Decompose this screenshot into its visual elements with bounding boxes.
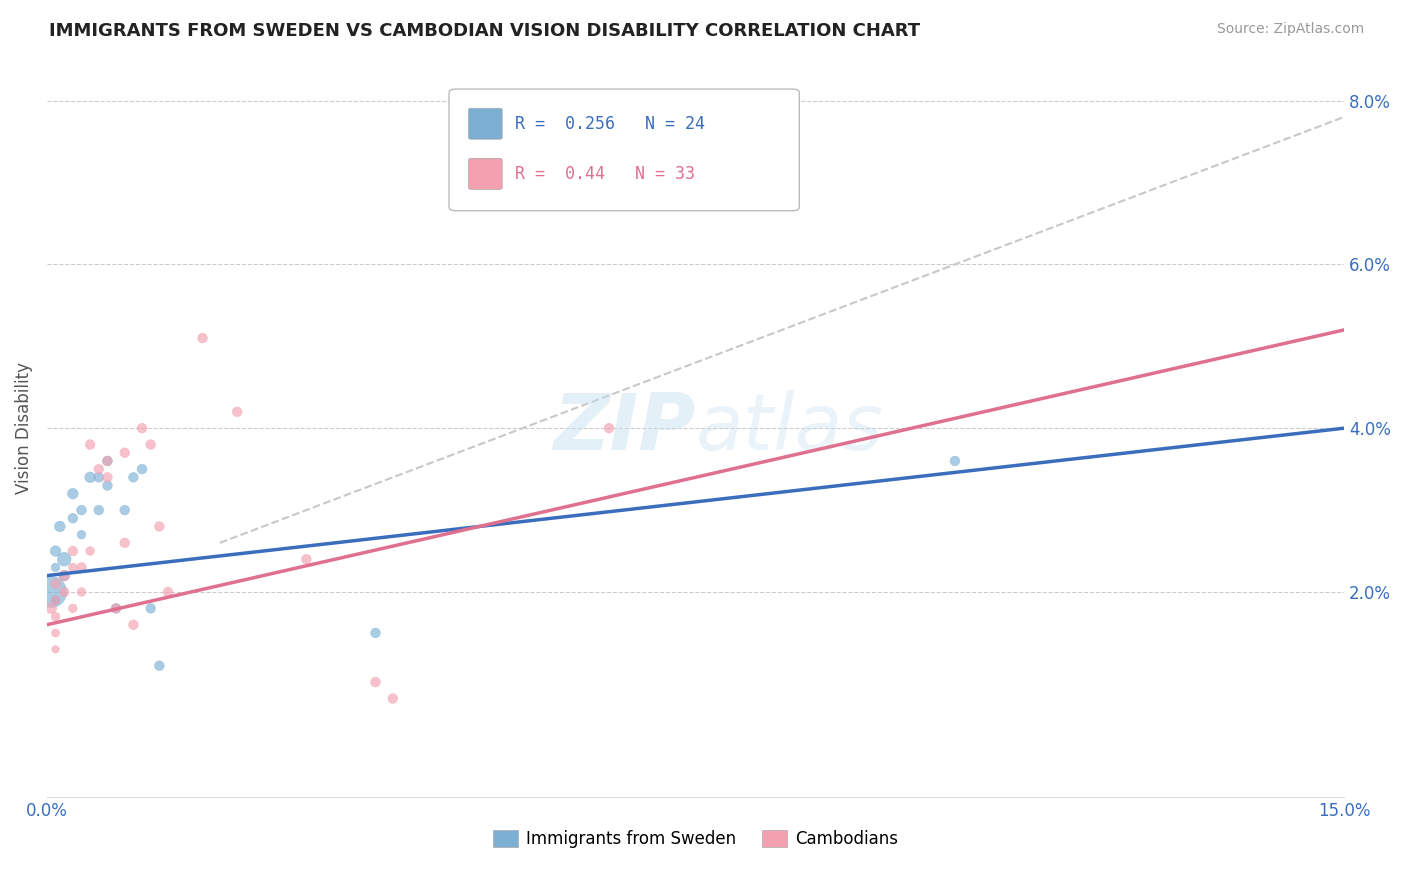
Point [96,454,118,468]
Point [96,454,118,468]
Point [105,601,128,615]
Point [49,519,72,533]
Point [53,585,76,599]
Point [122,470,145,484]
Point [156,585,179,599]
Point [131,462,153,476]
Point [45,593,67,607]
Point [62,560,84,574]
Point [39,601,62,615]
Text: IMMIGRANTS FROM SWEDEN VS CAMBODIAN VISION DISABILITY CORRELATION CHART: IMMIGRANTS FROM SWEDEN VS CAMBODIAN VISI… [49,22,921,40]
Point [191,331,214,345]
Point [53,568,76,582]
Point [364,675,387,690]
Text: R =  0.44   N = 33: R = 0.44 N = 33 [515,165,695,183]
Legend: Immigrants from Sweden, Cambodians: Immigrants from Sweden, Cambodians [486,823,904,855]
Point [131,421,153,435]
Point [45,609,67,624]
Point [139,601,162,615]
Point [148,658,170,673]
Point [87,503,110,517]
Point [598,421,620,435]
Point [122,617,145,632]
Point [148,519,170,533]
Point [96,478,118,492]
Point [685,176,707,190]
Point [79,544,101,558]
FancyBboxPatch shape [468,108,502,139]
Point [139,437,162,451]
Point [39,585,62,599]
Point [45,560,67,574]
Point [226,405,249,419]
Point [53,552,76,566]
Point [96,470,118,484]
Point [45,576,67,591]
Y-axis label: Vision Disability: Vision Disability [15,362,32,494]
Point [70,585,93,599]
Point [45,626,67,640]
Point [70,560,93,574]
Text: atlas: atlas [696,390,883,467]
Point [114,503,136,517]
Point [70,503,93,517]
Point [62,511,84,525]
Point [114,446,136,460]
Point [87,470,110,484]
Point [381,691,404,706]
Point [45,593,67,607]
Point [45,642,67,657]
Point [79,437,101,451]
Point [45,544,67,558]
Text: R =  0.256   N = 24: R = 0.256 N = 24 [515,115,706,133]
Point [62,486,84,500]
Point [105,601,128,615]
Point [62,544,84,558]
Point [943,454,966,468]
Text: ZIP: ZIP [554,390,696,467]
Point [62,601,84,615]
Text: Source: ZipAtlas.com: Source: ZipAtlas.com [1216,22,1364,37]
Point [53,568,76,582]
Point [114,536,136,550]
Point [364,626,387,640]
Point [70,527,93,541]
Point [79,470,101,484]
FancyBboxPatch shape [468,159,502,189]
Point [87,462,110,476]
FancyBboxPatch shape [449,89,799,211]
Point [295,552,318,566]
